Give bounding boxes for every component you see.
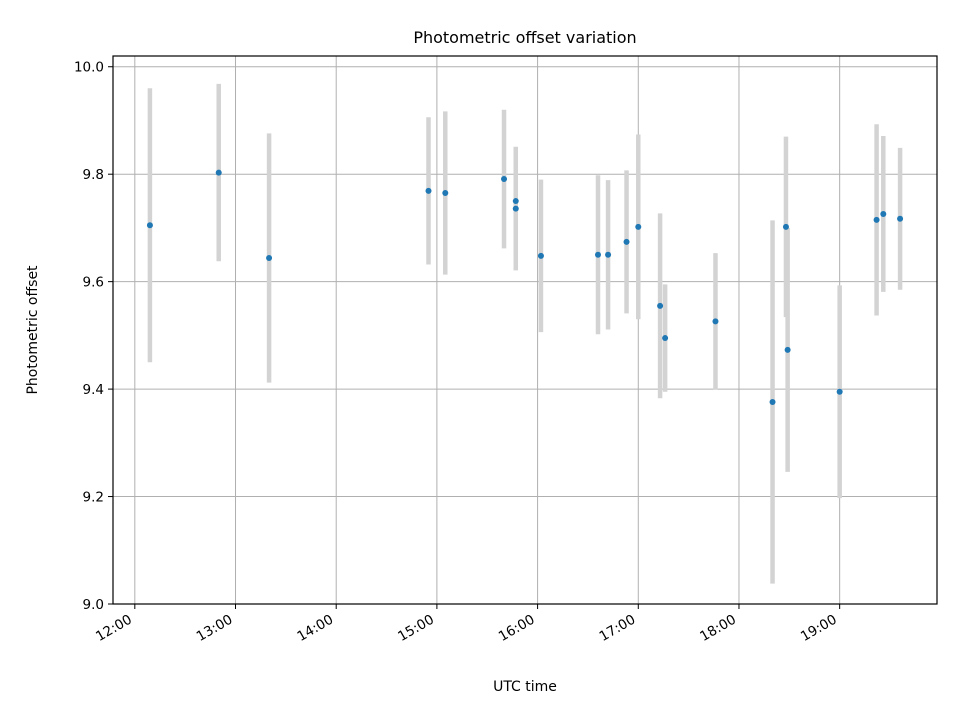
data-point — [512, 205, 519, 212]
data-point — [266, 255, 273, 262]
y-tick-label: 9.2 — [83, 490, 104, 506]
data-point — [769, 398, 776, 405]
chart-title: Photometric offset variation — [413, 28, 636, 47]
data-point — [623, 238, 630, 245]
data-point — [782, 223, 789, 230]
y-tick-label: 9.6 — [83, 275, 104, 291]
data-point — [873, 216, 880, 223]
data-points — [146, 169, 904, 405]
data-point — [880, 210, 887, 217]
data-point — [897, 215, 904, 222]
data-point — [662, 335, 669, 342]
data-point — [635, 223, 642, 230]
y-tick-label: 9.4 — [83, 382, 104, 398]
data-point — [146, 222, 153, 229]
data-point — [425, 187, 432, 194]
data-point — [501, 176, 508, 183]
y-axis-label: Photometric offset — [25, 265, 41, 395]
data-point — [537, 252, 544, 259]
plot-frame — [112, 55, 938, 605]
data-point — [657, 302, 664, 309]
data-point — [712, 318, 719, 325]
y-tick-label: 9.8 — [83, 167, 104, 183]
data-point — [512, 198, 519, 205]
data-point — [784, 346, 791, 353]
y-tick-label: 9.0 — [83, 597, 104, 613]
data-point — [442, 190, 449, 196]
data-point — [595, 251, 602, 258]
data-point — [215, 169, 222, 176]
data-point — [836, 388, 843, 395]
x-axis-label: UTC time — [493, 679, 557, 695]
y-tick-label: 10.0 — [74, 60, 104, 76]
data-point — [605, 251, 612, 258]
